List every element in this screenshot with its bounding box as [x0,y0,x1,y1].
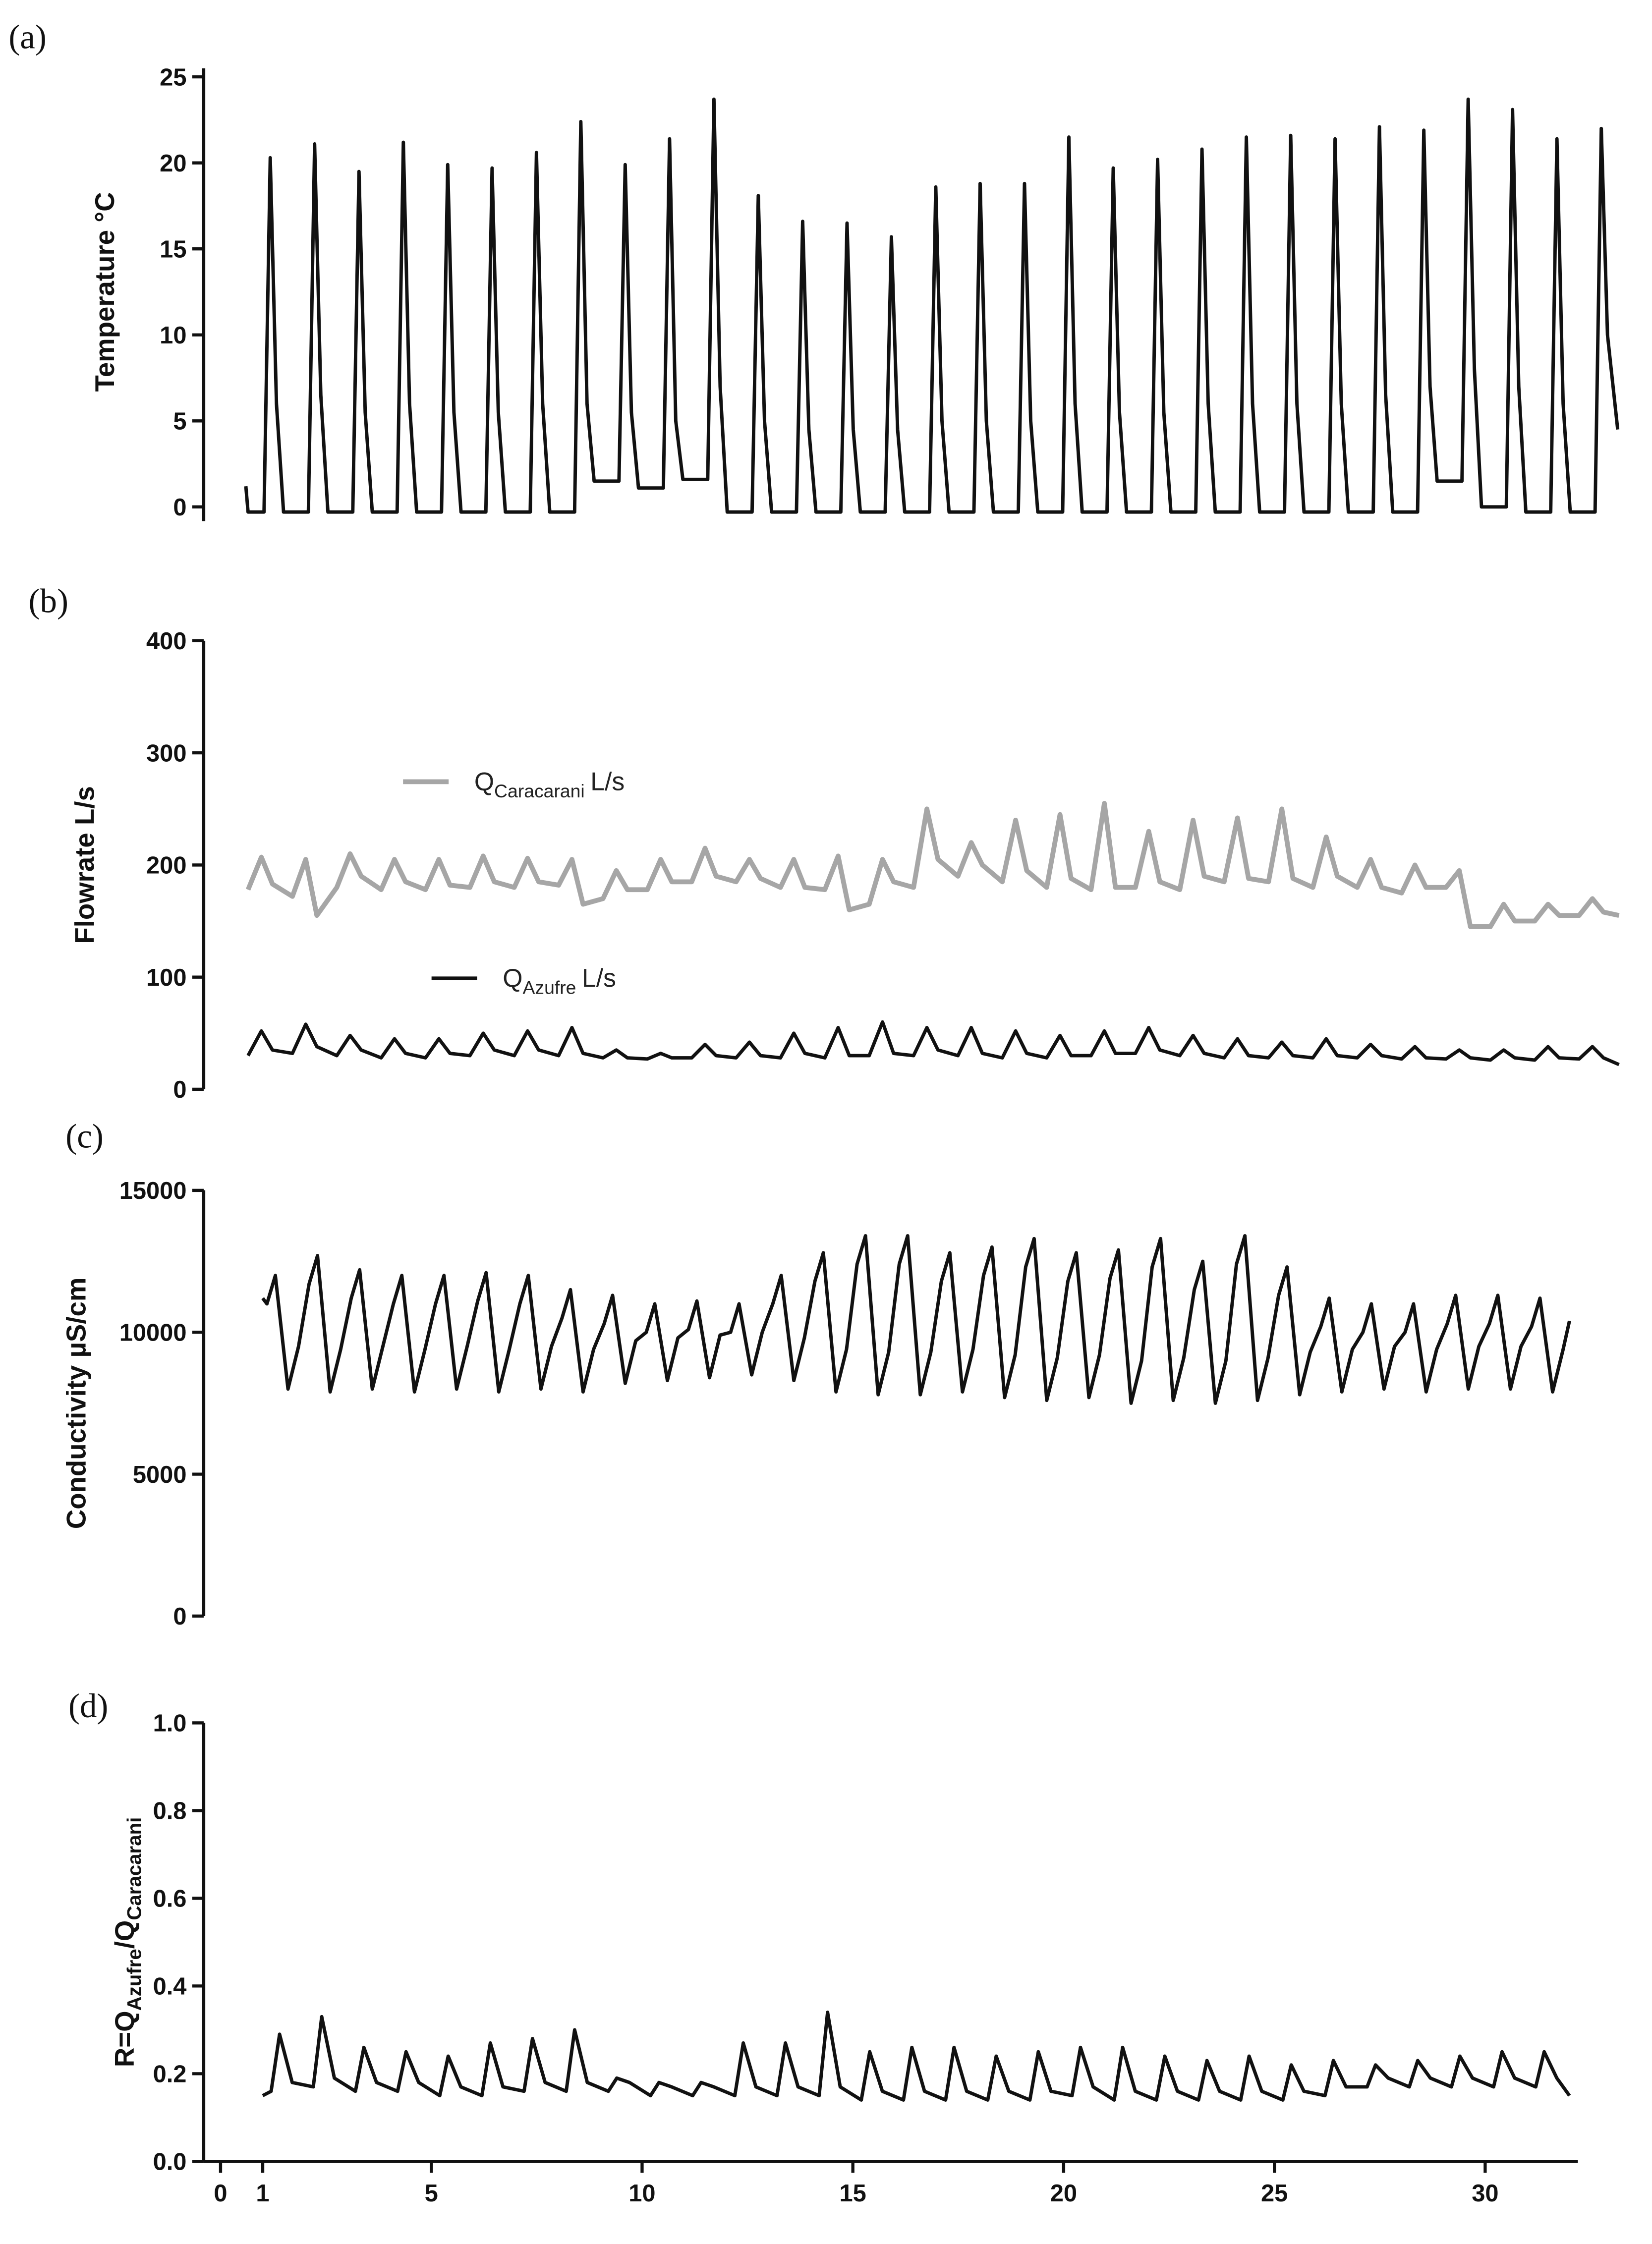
y-tick-label: 0 [173,1603,186,1630]
y-label-subscript: Azufre [123,1949,146,2011]
legend-label: QCaracarani L/s [474,767,625,801]
y-tick-label: 400 [146,628,186,655]
legend-text: L/s [590,767,625,796]
series-line [244,97,1620,514]
y-tick-label: 200 [146,852,186,879]
y-tick-label: 20 [160,150,186,177]
legend-label: QAzufre L/s [503,963,616,998]
y-axis-label: R=QAzufre/QCaracarani [110,1817,145,2067]
x-tick-label: 0 [214,2180,227,2207]
y-tick-label: 10 [160,322,186,349]
y-axis-label: Temperature °C [90,192,120,392]
y-label-text: Temperature °C [90,192,120,392]
y-tick-label: 5000 [133,1461,187,1488]
x-tick-label: 30 [1472,2180,1498,2207]
x-tick-label: 20 [1050,2180,1077,2207]
legend-subscript: Azufre [523,977,576,998]
y-tick-label: 15000 [119,1178,187,1204]
y-tick-label: 0.8 [153,1798,187,1825]
x-tick-label: 15 [840,2180,866,2207]
y-tick-label: 100 [146,964,186,991]
y-tick-label: 0 [173,494,186,521]
y-tick-label: 0.6 [153,1886,187,1912]
panel-label: (b) [29,582,68,619]
series-line [262,2011,1571,2102]
x-tick-label: 25 [1261,2180,1288,2207]
y-label-text: Flowrate L/s [70,786,100,944]
y-label-text: R=Q [110,2011,140,2067]
y-tick-label: 1.0 [153,1710,187,1737]
legend-subscript: Caracarani [494,781,585,801]
y-tick-label: 0.0 [153,2149,187,2176]
x-tick-label: 5 [425,2180,438,2207]
y-axis-label: Conductivity µS/cm [61,1278,91,1529]
panel-label: (c) [65,1118,104,1155]
panel-label: (d) [68,1687,108,1725]
series-line [261,1234,1571,1405]
y-label-text: /Q [110,1920,140,1949]
y-tick-label: 15 [160,236,186,263]
legend-text: Q [474,767,494,796]
series-line [246,1020,1620,1066]
x-tick-label: 1 [256,2180,269,2207]
legend-text: L/s [582,963,616,992]
y-tick-label: 300 [146,740,186,767]
y-label-text: Conductivity µS/cm [61,1278,91,1529]
y-label-subscript: Caracarani [123,1817,146,1920]
y-tick-label: 0.4 [153,1973,187,2000]
y-axis-label: Flowrate L/s [70,786,100,944]
y-tick-label: 0 [173,1076,186,1103]
y-tick-label: 5 [173,408,186,435]
series-line [245,801,1620,929]
y-tick-label: 25 [160,64,186,91]
y-tick-label: 10000 [119,1319,187,1346]
panel-label: (a) [8,18,47,56]
y-tick-label: 0.2 [153,2061,187,2088]
legend-text: Q [503,963,522,992]
x-tick-label: 10 [628,2180,655,2207]
